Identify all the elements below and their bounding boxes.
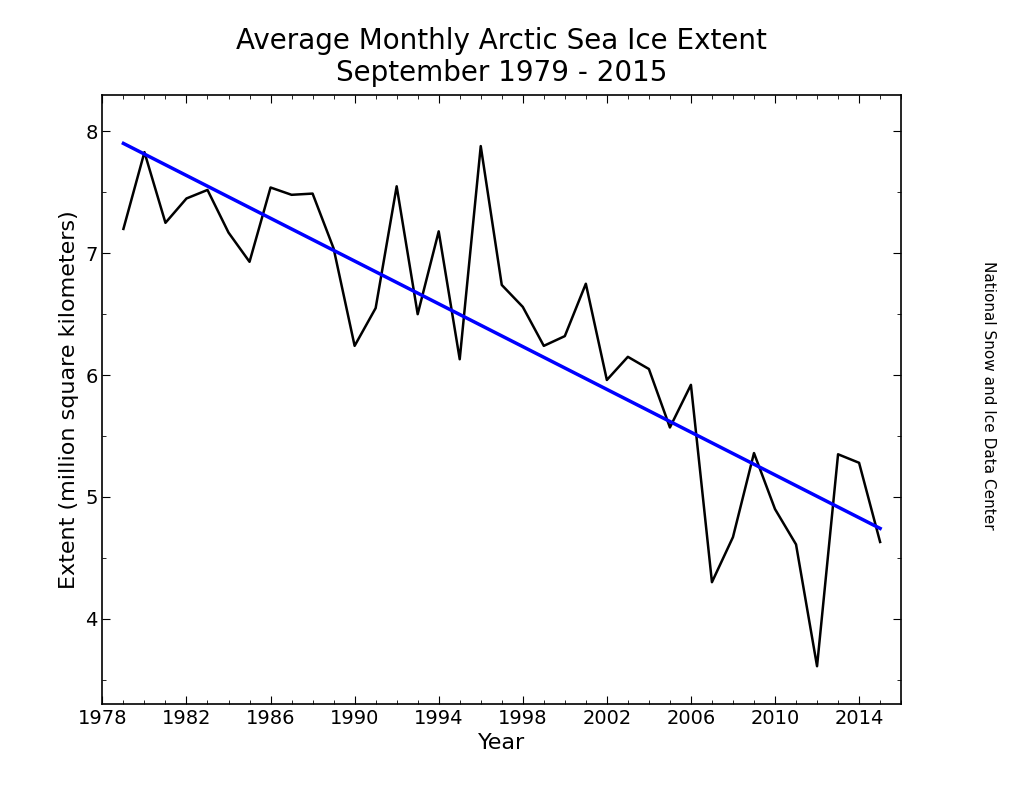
Text: National Snow and Ice Data Center: National Snow and Ice Data Center — [981, 261, 995, 530]
X-axis label: Year: Year — [478, 733, 525, 753]
Y-axis label: Extent (million square kilometers): Extent (million square kilometers) — [59, 210, 80, 589]
Title: Average Monthly Arctic Sea Ice Extent
September 1979 - 2015: Average Monthly Arctic Sea Ice Extent Se… — [237, 27, 767, 87]
